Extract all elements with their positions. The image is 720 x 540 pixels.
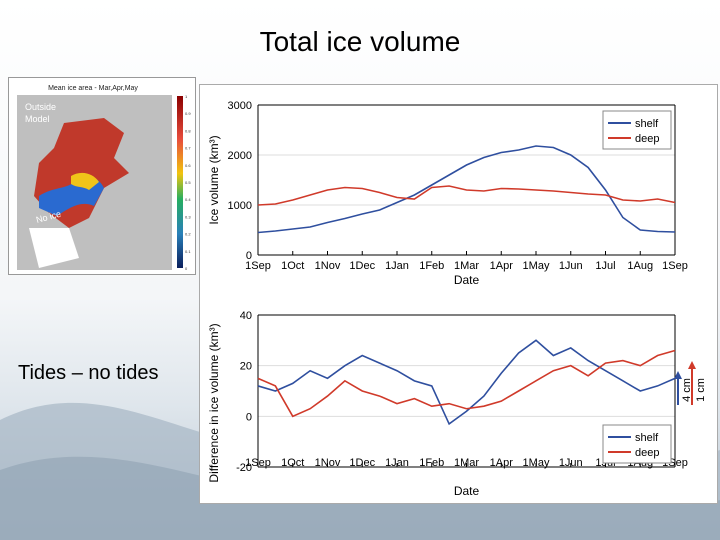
colorbar-tick-label: 0.8 bbox=[185, 128, 191, 133]
x-tick-label: 1Aug bbox=[627, 260, 653, 272]
x-tick-label: 1Oct bbox=[281, 260, 304, 272]
x-tick-label: 1Jun bbox=[559, 457, 583, 469]
series-line-deep bbox=[257, 349, 676, 418]
legend-label: deep bbox=[635, 133, 659, 145]
scale-label: 4 cm bbox=[681, 378, 693, 402]
series-line-shelf bbox=[257, 339, 676, 426]
x-tick-label: 1Mar bbox=[454, 260, 479, 272]
x-tick-label: 1Sep bbox=[245, 457, 271, 469]
colorbar-tick-label: 0 bbox=[185, 266, 188, 271]
colorbar-tick-label: 1 bbox=[185, 94, 188, 99]
y-tick-label: -20 bbox=[236, 462, 252, 474]
x-tick-label: 1Nov bbox=[315, 260, 341, 272]
x-tick-label: 1Feb bbox=[419, 457, 444, 469]
colorbar bbox=[177, 96, 183, 268]
x-tick-label: 1Nov bbox=[315, 457, 341, 469]
colorbar-tick-label: 0.9 bbox=[185, 111, 191, 116]
y-tick-label: 20 bbox=[240, 361, 252, 373]
side-label: Tides – no tides bbox=[18, 362, 159, 384]
legend: shelf deep bbox=[602, 424, 672, 464]
legend-outside: Outside bbox=[25, 102, 56, 112]
colorbar-tick-label: 0.4 bbox=[185, 197, 191, 202]
map-title: Mean ice area - Mar,Apr,May bbox=[48, 85, 138, 92]
colorbar-tick-label: 0.5 bbox=[185, 180, 191, 185]
legend-label: shelf bbox=[635, 118, 659, 130]
x-tick-label: 1Jul bbox=[595, 260, 615, 272]
slide-title: Total ice volume bbox=[259, 26, 461, 57]
y-tick-label: 3000 bbox=[228, 100, 252, 112]
x-tick-label: 1Jan bbox=[385, 260, 409, 272]
x-tick-label: 1Mar bbox=[454, 457, 479, 469]
x-axis-label: Date bbox=[454, 273, 480, 287]
legend-box bbox=[602, 424, 672, 464]
y-tick-label: 2000 bbox=[228, 150, 252, 162]
x-tick-label: 1Jun bbox=[559, 260, 583, 272]
chart-frame: 0 1000 2000 3000 1Sep 1Oct 1Nov 1Dec 1Jan 1Feb 1Ma… bbox=[199, 84, 718, 504]
legend-label: deep bbox=[635, 447, 659, 459]
colorbar-ticks: 1 0.9 0.8 0.7 0.6 0.5 0.4 0.3 0.2 0.1 0 bbox=[185, 94, 191, 271]
x-tick-label: 1Sep bbox=[662, 260, 688, 272]
x-tick-label: 1Dec bbox=[349, 457, 375, 469]
series-line-deep bbox=[257, 185, 676, 206]
x-tick-label: 1Dec bbox=[349, 260, 375, 272]
x-tick-label: 1Jan bbox=[385, 457, 409, 469]
colorbar-tick-label: 0.6 bbox=[185, 163, 191, 168]
chart-1: 0 1000 2000 3000 1Sep 1Oct 1Nov 1Dec 1Jan 1Feb 1Ma… bbox=[207, 100, 688, 287]
x-tick-label: 1May bbox=[523, 260, 550, 272]
colorbar-tick-label: 0.3 bbox=[185, 214, 191, 219]
scale-label: 1 cm bbox=[695, 378, 707, 402]
legend-label: shelf bbox=[635, 432, 659, 444]
y-tick-label: 1000 bbox=[228, 200, 252, 212]
scale-markers: 4 cm 1 cm bbox=[674, 361, 707, 405]
colorbar-tick-label: 0.2 bbox=[185, 232, 191, 237]
scale-arrow-head bbox=[688, 361, 696, 369]
chart-2: -20 0 20 40 1Sep 1Oct 1Nov 1Dec 1Jan 1Feb 1Mar 1Apr… bbox=[207, 310, 688, 498]
legend-model: Model bbox=[25, 114, 50, 124]
x-tick-label: 1Sep bbox=[245, 260, 271, 272]
x-tick-label: 1Oct bbox=[281, 457, 304, 469]
open-water bbox=[29, 228, 79, 268]
legend: shelf deep bbox=[602, 110, 672, 150]
x-axis-label: Date bbox=[454, 484, 480, 498]
x-tick-label: 1Apr bbox=[490, 260, 514, 272]
ice-edge-yellow bbox=[71, 172, 99, 190]
x-tick-label: 1Feb bbox=[419, 260, 444, 272]
ice-map: Mean ice area - Mar,Apr,May Outside Mode… bbox=[9, 78, 195, 274]
ice-volume-charts: 0 1000 2000 3000 1Sep 1Oct 1Nov 1Dec 1Jan 1Feb 1Ma… bbox=[207, 100, 707, 498]
x-tick-label: 1Apr bbox=[490, 457, 514, 469]
y-axis-label: Ice volume (km³) bbox=[207, 135, 221, 224]
scale-arrow-head bbox=[674, 371, 682, 379]
colorbar-tick-label: 0.1 bbox=[185, 249, 191, 254]
colorbar-tick-label: 0.7 bbox=[185, 146, 191, 151]
y-axis-label: Difference in ice volume (km³) bbox=[207, 323, 221, 482]
series-line-shelf bbox=[257, 145, 676, 234]
ice-map-panel: Mean ice area - Mar,Apr,May Outside Mode… bbox=[8, 77, 196, 275]
legend-box bbox=[602, 110, 672, 150]
y-tick-label: 0 bbox=[246, 250, 252, 262]
x-tick-label: 1May bbox=[523, 457, 550, 469]
y-tick-label: 40 bbox=[240, 310, 252, 322]
y-tick-label: 0 bbox=[246, 411, 252, 423]
